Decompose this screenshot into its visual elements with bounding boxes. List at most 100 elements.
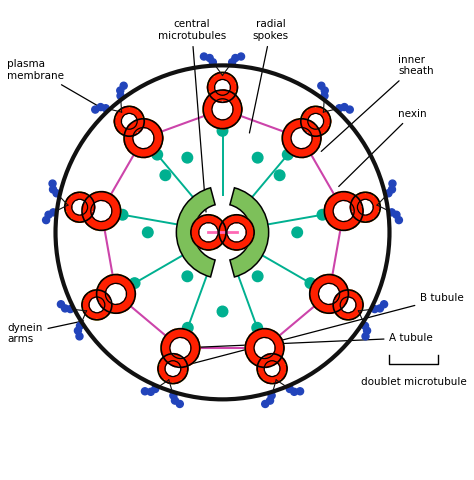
Circle shape	[268, 392, 275, 399]
Circle shape	[147, 388, 155, 396]
Circle shape	[134, 120, 143, 129]
Circle shape	[181, 365, 188, 372]
Circle shape	[92, 106, 99, 113]
Circle shape	[335, 295, 343, 302]
Circle shape	[210, 59, 216, 66]
Circle shape	[341, 104, 348, 110]
Circle shape	[114, 118, 121, 125]
Circle shape	[143, 227, 153, 238]
Circle shape	[173, 354, 180, 361]
Circle shape	[297, 388, 303, 395]
Circle shape	[347, 194, 357, 204]
Circle shape	[106, 303, 115, 312]
Circle shape	[283, 149, 293, 160]
Circle shape	[244, 221, 253, 229]
Circle shape	[211, 240, 219, 248]
Circle shape	[323, 118, 331, 125]
Circle shape	[309, 107, 316, 114]
Circle shape	[182, 323, 193, 333]
Circle shape	[133, 128, 154, 149]
Circle shape	[218, 228, 226, 237]
Circle shape	[210, 90, 217, 98]
Circle shape	[337, 282, 347, 291]
Circle shape	[45, 211, 52, 218]
Circle shape	[373, 204, 381, 211]
Circle shape	[381, 301, 388, 308]
Circle shape	[100, 299, 109, 308]
Circle shape	[117, 87, 124, 94]
Circle shape	[303, 124, 310, 132]
Circle shape	[321, 111, 328, 118]
Circle shape	[117, 209, 128, 220]
Circle shape	[166, 354, 173, 361]
Circle shape	[49, 186, 56, 193]
Circle shape	[158, 365, 165, 372]
Circle shape	[259, 358, 266, 366]
Text: radial
spokes: radial spokes	[249, 19, 289, 133]
Circle shape	[341, 290, 348, 298]
Circle shape	[328, 216, 337, 226]
Circle shape	[313, 299, 322, 308]
Circle shape	[161, 329, 200, 367]
Circle shape	[333, 201, 354, 222]
Circle shape	[376, 305, 383, 312]
Circle shape	[184, 356, 193, 365]
Circle shape	[99, 192, 108, 201]
Circle shape	[228, 77, 236, 84]
Circle shape	[286, 385, 293, 393]
Circle shape	[301, 107, 331, 136]
Circle shape	[90, 312, 97, 319]
Circle shape	[219, 228, 227, 237]
Circle shape	[97, 312, 104, 319]
Circle shape	[278, 358, 285, 366]
Circle shape	[337, 296, 347, 305]
Circle shape	[154, 133, 163, 143]
Circle shape	[249, 353, 258, 362]
Text: dynein
arms: dynein arms	[7, 321, 83, 344]
Circle shape	[257, 365, 264, 372]
Circle shape	[105, 301, 112, 309]
Circle shape	[354, 308, 361, 315]
Circle shape	[226, 240, 234, 248]
Circle shape	[215, 73, 223, 80]
Circle shape	[171, 329, 180, 338]
Circle shape	[272, 354, 279, 361]
Circle shape	[292, 120, 301, 129]
Circle shape	[244, 235, 253, 243]
Circle shape	[120, 277, 129, 286]
Circle shape	[113, 275, 122, 284]
Circle shape	[303, 111, 310, 118]
Circle shape	[102, 105, 109, 112]
Circle shape	[67, 210, 74, 217]
Circle shape	[268, 356, 278, 365]
Circle shape	[239, 240, 247, 248]
Circle shape	[199, 223, 218, 242]
Circle shape	[352, 197, 360, 204]
Circle shape	[321, 87, 328, 94]
Circle shape	[176, 400, 183, 408]
Circle shape	[233, 105, 242, 114]
Circle shape	[364, 327, 371, 334]
Circle shape	[120, 301, 129, 311]
Circle shape	[84, 308, 91, 315]
Circle shape	[129, 107, 137, 114]
Circle shape	[192, 235, 201, 243]
Circle shape	[160, 170, 171, 180]
Circle shape	[117, 124, 124, 132]
Circle shape	[128, 124, 137, 133]
Circle shape	[347, 219, 357, 228]
Circle shape	[232, 242, 241, 250]
Circle shape	[228, 90, 236, 98]
Circle shape	[191, 215, 226, 250]
Circle shape	[316, 107, 323, 114]
Circle shape	[272, 376, 279, 383]
Circle shape	[274, 170, 285, 180]
Circle shape	[357, 199, 373, 215]
Circle shape	[141, 148, 150, 157]
Circle shape	[106, 276, 115, 285]
Circle shape	[341, 221, 350, 230]
Circle shape	[286, 124, 295, 133]
Circle shape	[189, 350, 198, 360]
Circle shape	[385, 190, 392, 197]
Circle shape	[231, 98, 240, 107]
